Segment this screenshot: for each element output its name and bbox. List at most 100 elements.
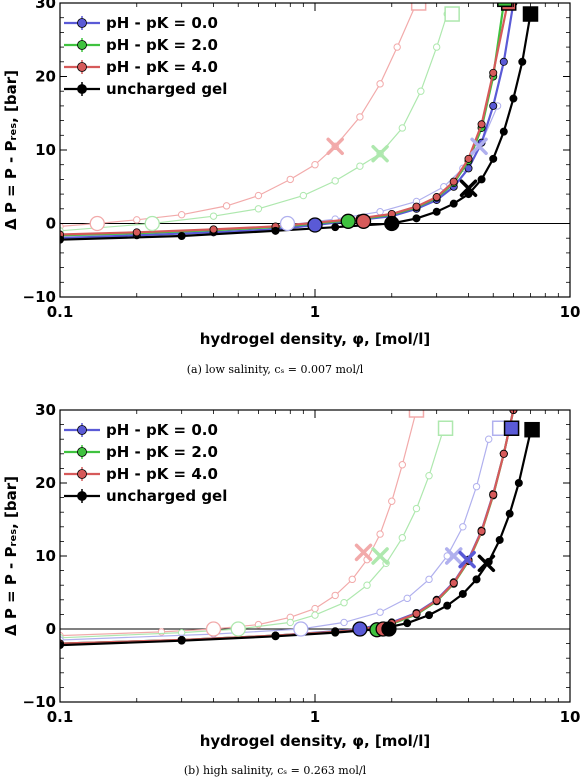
- x-tick-label: 1: [310, 303, 320, 321]
- y-tick-label: 10: [35, 141, 56, 159]
- series-point-2: [489, 490, 498, 499]
- marker-circle: [307, 217, 323, 233]
- x-tick-label: 1: [310, 708, 320, 726]
- legend-entry: pH - pK = 4.0: [106, 465, 218, 483]
- legend-marker: [77, 469, 87, 479]
- series-point-4: [311, 161, 319, 169]
- series-line-3: [60, 431, 532, 647]
- series-line-2: [60, 3, 509, 236]
- x-tick-label: 0.1: [47, 303, 74, 321]
- series-point-2: [432, 596, 441, 605]
- legend-entry: uncharged gel: [106, 487, 227, 505]
- series-point-5: [363, 581, 371, 589]
- series-point-5: [356, 162, 364, 170]
- series-point-6: [485, 435, 493, 443]
- y-tick-label: 20: [35, 474, 56, 492]
- figure-caption: (a) low salinity, cₛ = 0.007 mol/l: [187, 363, 364, 376]
- series-point-3: [514, 478, 523, 487]
- series-point-6: [340, 618, 348, 627]
- legend-marker: [77, 62, 87, 72]
- series-point-5: [417, 87, 425, 95]
- marker-circle: [384, 215, 400, 232]
- marker-square: [503, 420, 520, 436]
- y-tick-label: 30: [35, 0, 56, 12]
- series-line-5: [60, 13, 448, 232]
- y-axis-title: Δ P = P - Pᵣₑₛ, [bar]: [2, 476, 20, 636]
- series-point-4: [133, 216, 141, 224]
- series-point-3: [177, 636, 186, 645]
- marker-cross: [444, 547, 463, 565]
- series-point-4: [393, 43, 401, 51]
- series-point-5: [331, 177, 339, 185]
- marker-circle: [144, 215, 160, 232]
- series-point-2: [449, 579, 458, 588]
- series-point-6: [403, 594, 411, 603]
- series-point-2: [449, 177, 458, 186]
- series-point-5: [286, 618, 294, 627]
- series-point-5: [340, 599, 348, 607]
- series-point-3: [472, 575, 481, 584]
- series-point-3: [177, 231, 186, 240]
- series-point-6: [425, 575, 433, 584]
- x-tick-label: 10: [560, 303, 581, 321]
- y-tick-label: 0: [46, 620, 56, 638]
- marker-circle: [230, 621, 246, 637]
- y-axis-title: Δ P = P - Pᵣₑₛ, [bar]: [2, 70, 20, 230]
- series-point-3: [499, 127, 508, 136]
- series-point-5: [254, 205, 263, 213]
- marker-square: [410, 3, 427, 11]
- x-tick-label: 0.1: [47, 708, 74, 726]
- y-tick-label: 30: [35, 401, 56, 419]
- series-point-0: [499, 57, 508, 66]
- series-point-2: [209, 225, 218, 234]
- legend-entry: pH - pK = 4.0: [106, 58, 218, 76]
- series-point-2: [412, 609, 421, 618]
- marker-cross: [371, 547, 389, 565]
- series-point-0: [489, 101, 498, 110]
- series-point-4: [376, 80, 384, 88]
- series-point-2: [499, 449, 508, 458]
- series-point-2: [464, 154, 473, 163]
- series-point-3: [505, 509, 514, 518]
- marker-square: [522, 6, 539, 22]
- series-point-3: [477, 175, 486, 184]
- plot-area: [60, 410, 540, 650]
- x-axis-title: hydrogel density, φ, [mol/l]: [200, 732, 431, 750]
- chart-panel-a: −10 0 10 20 30 0.1 1 10 hydrogel density, φ, [mo…: [2, 0, 580, 376]
- series-point-2: [477, 527, 486, 536]
- legend-entry: uncharged gel: [106, 80, 227, 98]
- marker-square: [408, 410, 425, 418]
- marker-cross: [326, 137, 344, 156]
- marker-circle: [205, 621, 222, 637]
- legend-entry: pH - pK = 2.0: [106, 443, 218, 461]
- series-point-3: [271, 632, 280, 641]
- series-point-5: [311, 611, 319, 619]
- series-point-3: [458, 589, 467, 598]
- marker-cross: [354, 543, 373, 562]
- series-line-5: [60, 428, 445, 639]
- y-tick-label: 0: [46, 215, 56, 233]
- series-point-5: [299, 191, 308, 200]
- legend-entry: pH - pK = 2.0: [106, 36, 218, 54]
- series-point-2: [489, 68, 498, 77]
- series-point-4: [254, 191, 263, 200]
- marker-circle: [355, 213, 372, 229]
- series-point-3: [425, 611, 434, 620]
- x-axis-title: hydrogel density, φ, [mol/l]: [200, 330, 431, 348]
- series-point-4: [398, 461, 407, 469]
- legend-marker: [77, 447, 87, 457]
- series-point-3: [412, 214, 421, 223]
- plot-area: [60, 3, 539, 244]
- marker-cross: [477, 554, 496, 573]
- series-point-3: [331, 628, 340, 637]
- series-point-6: [443, 552, 451, 560]
- marker-square: [497, 3, 513, 8]
- series-point-5: [412, 504, 421, 513]
- series-point-3: [432, 207, 441, 216]
- series-point-3: [443, 601, 452, 610]
- series-point-5: [425, 472, 433, 480]
- chart-panel-b: −10 0 10 20 30 0.1 1 10 hydrogel density, φ, [mo…: [2, 401, 580, 777]
- series-point-5: [209, 212, 218, 220]
- series-point-3: [403, 619, 412, 628]
- series-point-2: [432, 193, 441, 202]
